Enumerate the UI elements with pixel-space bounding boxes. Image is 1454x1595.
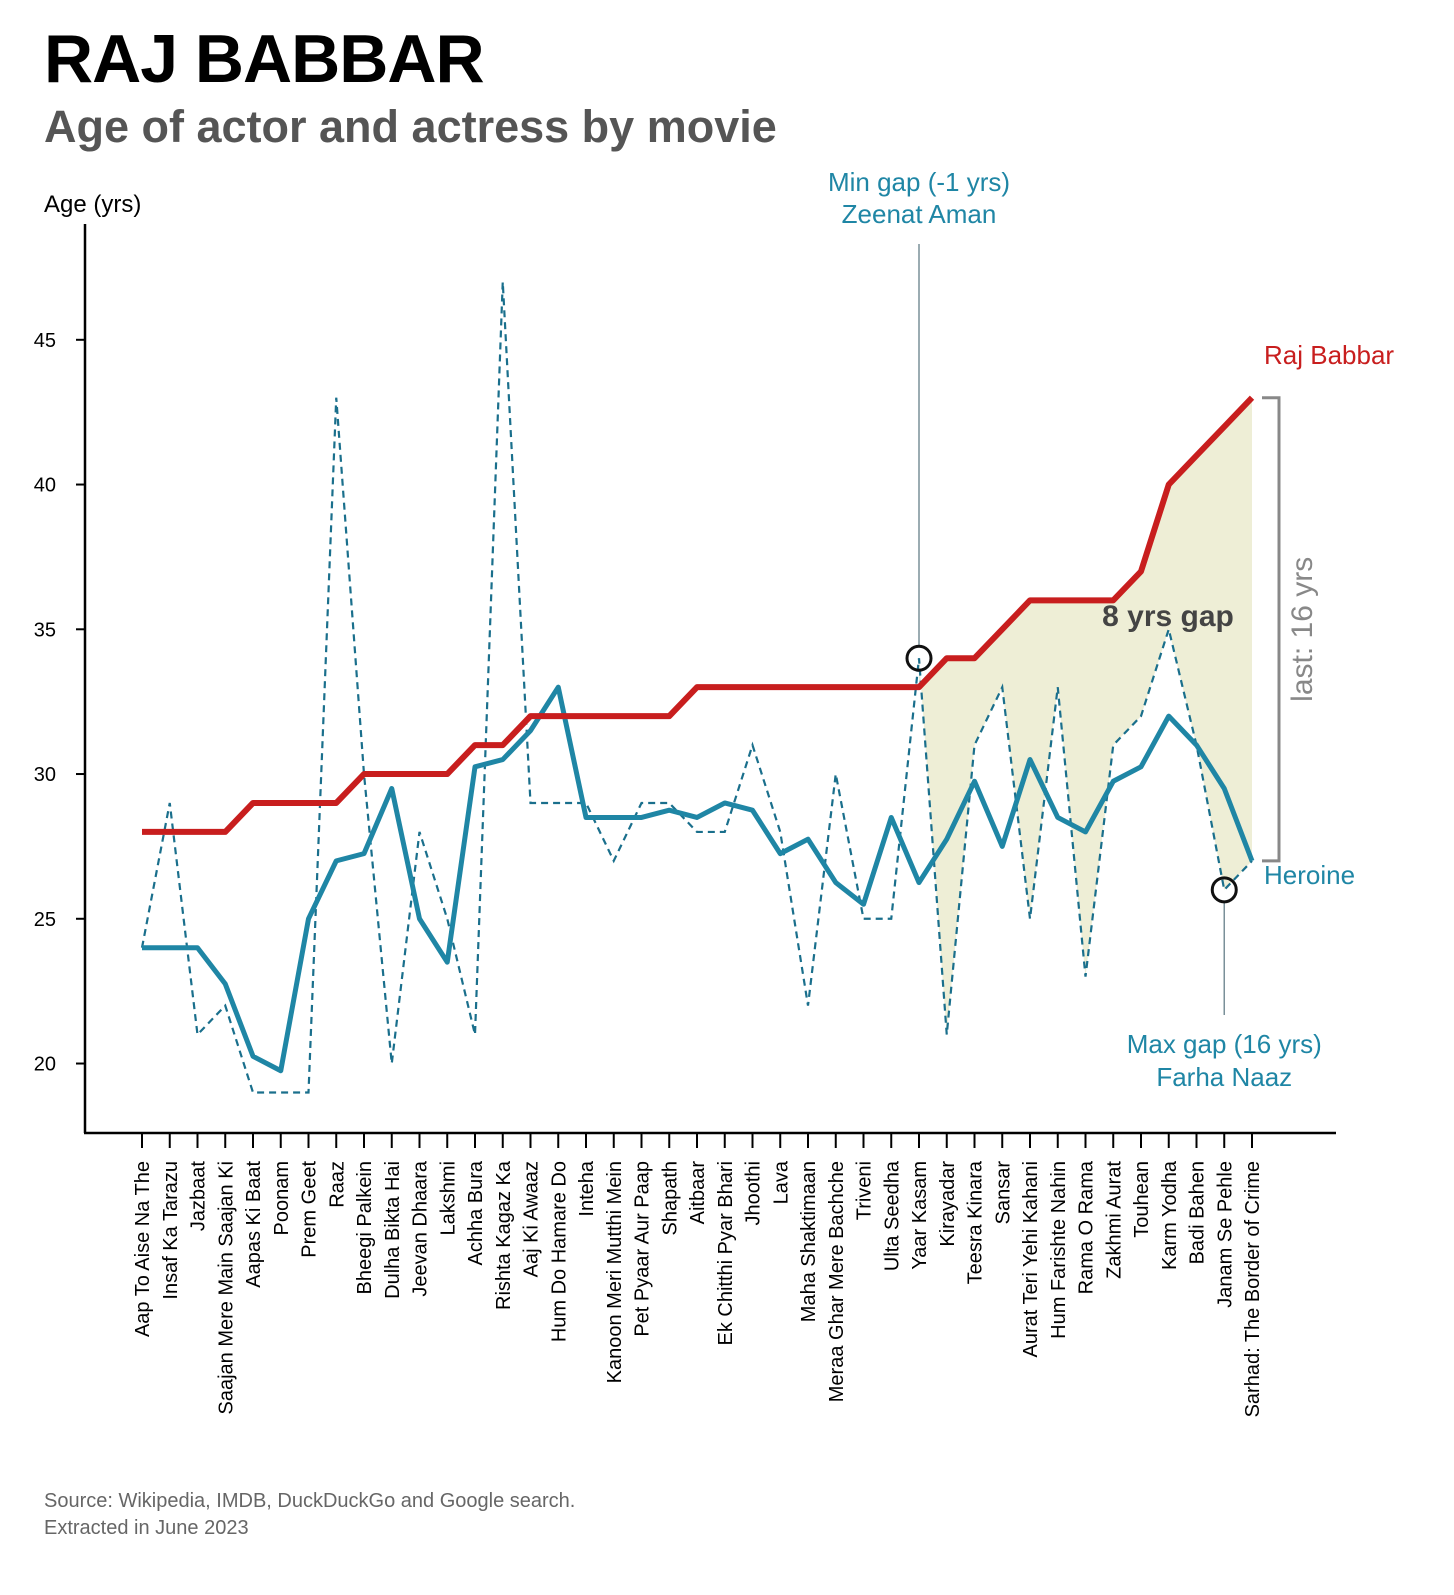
chart-subtitle: Age of actor and actress by movie: [44, 101, 777, 152]
x-tick-label: Janam Se Pehle: [1214, 1161, 1236, 1308]
x-tick-label: Badi Bahen: [1187, 1161, 1209, 1264]
max-gap-name: Farha Naaz: [1156, 1062, 1292, 1092]
x-tick-label: Lava: [770, 1160, 792, 1204]
max-gap-marker: [1210, 876, 1238, 904]
x-tick-label: Achha Bura: [465, 1160, 487, 1265]
x-tick-label: Aap To Aise Na The: [132, 1161, 154, 1337]
x-tick-label: Aapas Ki Baat: [243, 1161, 265, 1288]
x-tick-label: Raaz: [326, 1161, 348, 1208]
x-tick-label: Kanoon Meri Mutthi Mein: [604, 1161, 626, 1383]
x-tick-label: Kirayadar: [937, 1161, 959, 1247]
x-tick-label: Lakshmi: [437, 1161, 459, 1235]
x-tick-label: Aitbaar: [687, 1161, 709, 1225]
mid-gap-label: 8 yrs gap: [1102, 600, 1234, 633]
x-tick-label: Hum Farishte Nahin: [1048, 1161, 1070, 1339]
min-gap-marker: [905, 644, 933, 672]
heroine-dashed-line: [140, 281, 1253, 1094]
x-tick-label: Touhean: [1131, 1161, 1153, 1238]
x-tick-label: Ulta Seedha: [881, 1160, 903, 1271]
y-ticks: 20 25 30 35 40 45: [34, 330, 85, 1076]
x-tick-label: Meraa Ghar Mere Bachche: [826, 1161, 848, 1402]
x-tick-label: Bheegi Palkein: [354, 1161, 376, 1294]
x-tick-label: Rama O Rama: [1076, 1160, 1098, 1294]
min-gap-name: Zeenat Aman: [842, 199, 997, 229]
y-tick-label: 35: [34, 619, 56, 641]
y-tick-label: 40: [34, 475, 56, 497]
x-tick-label: Hum Do Hamare Do: [548, 1161, 570, 1342]
actor-series-label: Raj Babbar: [1264, 340, 1394, 370]
actor-line: [142, 395, 1255, 835]
annotations: Min gap (-1 yrs) Zeenat Aman Max gap (16…: [828, 167, 1394, 1092]
x-tick-label: Pet Pyaar Aur Paap: [632, 1161, 654, 1337]
y-axis-label: Age (yrs): [44, 191, 141, 218]
heroine-line: [142, 684, 1255, 1074]
last-gap-label: last: 16 yrs: [1286, 557, 1319, 702]
extraction-date: Extracted in June 2023: [44, 1517, 249, 1539]
y-tick-label: 25: [34, 909, 56, 931]
heroine-series-label: Heroine: [1264, 860, 1355, 890]
x-tick-label: Karm Yodha: [1159, 1160, 1181, 1270]
x-tick-label: Rishta Kagaz Ka: [493, 1160, 515, 1310]
min-gap-label: Min gap (-1 yrs): [828, 167, 1010, 197]
x-tick-label: Zakhmi Aurat: [1103, 1161, 1125, 1279]
gap-area: [919, 397, 1252, 1035]
x-tick-label: Yaar Kasam: [909, 1161, 931, 1270]
x-tick-label: Inteha: [576, 1160, 598, 1216]
series-lines: [140, 281, 1255, 1094]
x-tick-label: Ek Chitthi Pyar Bhari: [715, 1161, 737, 1346]
source-note: Source: Wikipedia, IMDB, DuckDuckGo and …: [44, 1488, 575, 1542]
x-tick-label: Jazbaat: [188, 1161, 210, 1231]
x-tick-label: Poonam: [271, 1161, 293, 1236]
x-tick-label: Insaf Ka Tarazu: [160, 1161, 182, 1300]
x-tick-label: Shapath: [659, 1161, 681, 1236]
last-gap-bracket: [1262, 396, 1281, 863]
x-tick-label: Jhoothi: [743, 1161, 765, 1226]
x-tick-label: Sarhad: The Border of Crime: [1242, 1161, 1264, 1417]
x-tick-label: Jeevan Dhaara: [410, 1160, 432, 1297]
x-ticks: Aap To Aise Na The Insaf Ka Tarazu Jazbaat…: [132, 1133, 1264, 1417]
x-tick-label: Sansar: [992, 1161, 1014, 1225]
x-tick-label: Dulha Bikta Hai: [382, 1161, 404, 1299]
x-tick-label: Saajan Mere Main Saajan Ki: [215, 1161, 237, 1414]
chart-title: RAJ BABBAR: [44, 21, 485, 97]
x-tick-label: Aaj Ki Awaaz: [521, 1161, 543, 1277]
max-gap-label: Max gap (16 yrs): [1127, 1029, 1322, 1059]
x-tick-label: Aurat Teri Yehi Kahani: [1020, 1161, 1042, 1357]
x-tick-label: Teesra Kinara: [965, 1160, 987, 1284]
x-tick-label: Maha Shaktimaan: [798, 1161, 820, 1322]
y-tick-label: 45: [34, 330, 56, 352]
source-line: Source: Wikipedia, IMDB, DuckDuckGo and …: [44, 1490, 576, 1512]
x-tick-label: Triveni: [854, 1161, 876, 1220]
y-tick-label: 30: [34, 764, 56, 786]
y-tick-label: 20: [34, 1054, 56, 1076]
x-tick-label: Prem Geet: [299, 1161, 321, 1258]
gap-shading: [919, 397, 1252, 1035]
axes: Age (yrs): [44, 191, 1336, 1135]
